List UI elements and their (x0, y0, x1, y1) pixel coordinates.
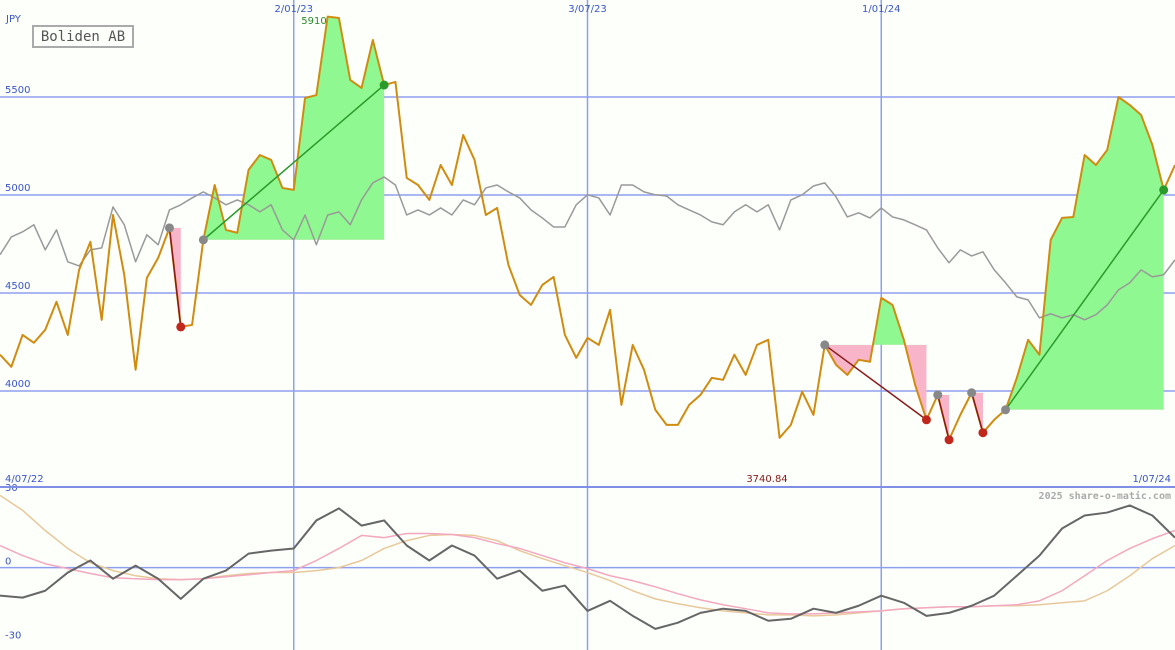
signal-start (164, 223, 174, 233)
annotation: 5910 (301, 16, 326, 27)
signal-line (1004, 189, 1165, 411)
credit: 2025 share-o-matic.com (1039, 490, 1171, 502)
x-tick-label: 1/07/24 (1132, 474, 1171, 485)
signal-end (978, 428, 988, 438)
signal-start (933, 390, 943, 400)
y-tick-label: -30 (5, 630, 21, 641)
chart-title: Boliden AB (41, 29, 125, 45)
annotation: 3740.84 (746, 474, 787, 485)
y-tick-label: 5000 (5, 183, 30, 194)
x-tick-label: 3/07/23 (568, 4, 607, 15)
signal-line (970, 392, 984, 433)
signal-end (921, 415, 931, 425)
gain-area (1005, 97, 1164, 410)
y-tick-label: 4500 (5, 281, 30, 292)
x-tick-label: 4/07/22 (5, 474, 44, 485)
y-axis-label: JPY (5, 14, 22, 25)
series-line (0, 529, 1175, 615)
series-line (0, 504, 1175, 630)
signal-end (944, 435, 954, 445)
signal-start (820, 340, 830, 350)
signal-line (824, 344, 927, 421)
signal-start (967, 388, 977, 398)
y-tick-label: 30 (5, 483, 18, 494)
x-tick-label: 1/01/24 (862, 4, 901, 15)
signal-line (202, 84, 385, 241)
y-tick-label: 5500 (5, 85, 30, 96)
x-tick-label: 2/01/23 (274, 4, 313, 15)
series-line (0, 176, 1175, 321)
signal-end (176, 322, 186, 332)
title-box (32, 25, 134, 48)
y-tick-label: 0 (5, 557, 11, 568)
signal-end (379, 80, 389, 90)
signal-line (168, 227, 182, 327)
signal-line (937, 394, 950, 440)
signal-start (1001, 405, 1011, 415)
signal-start (198, 235, 208, 245)
y-tick-label: 4000 (5, 379, 30, 390)
signal-end (1159, 185, 1169, 195)
gain-area (203, 16, 385, 240)
